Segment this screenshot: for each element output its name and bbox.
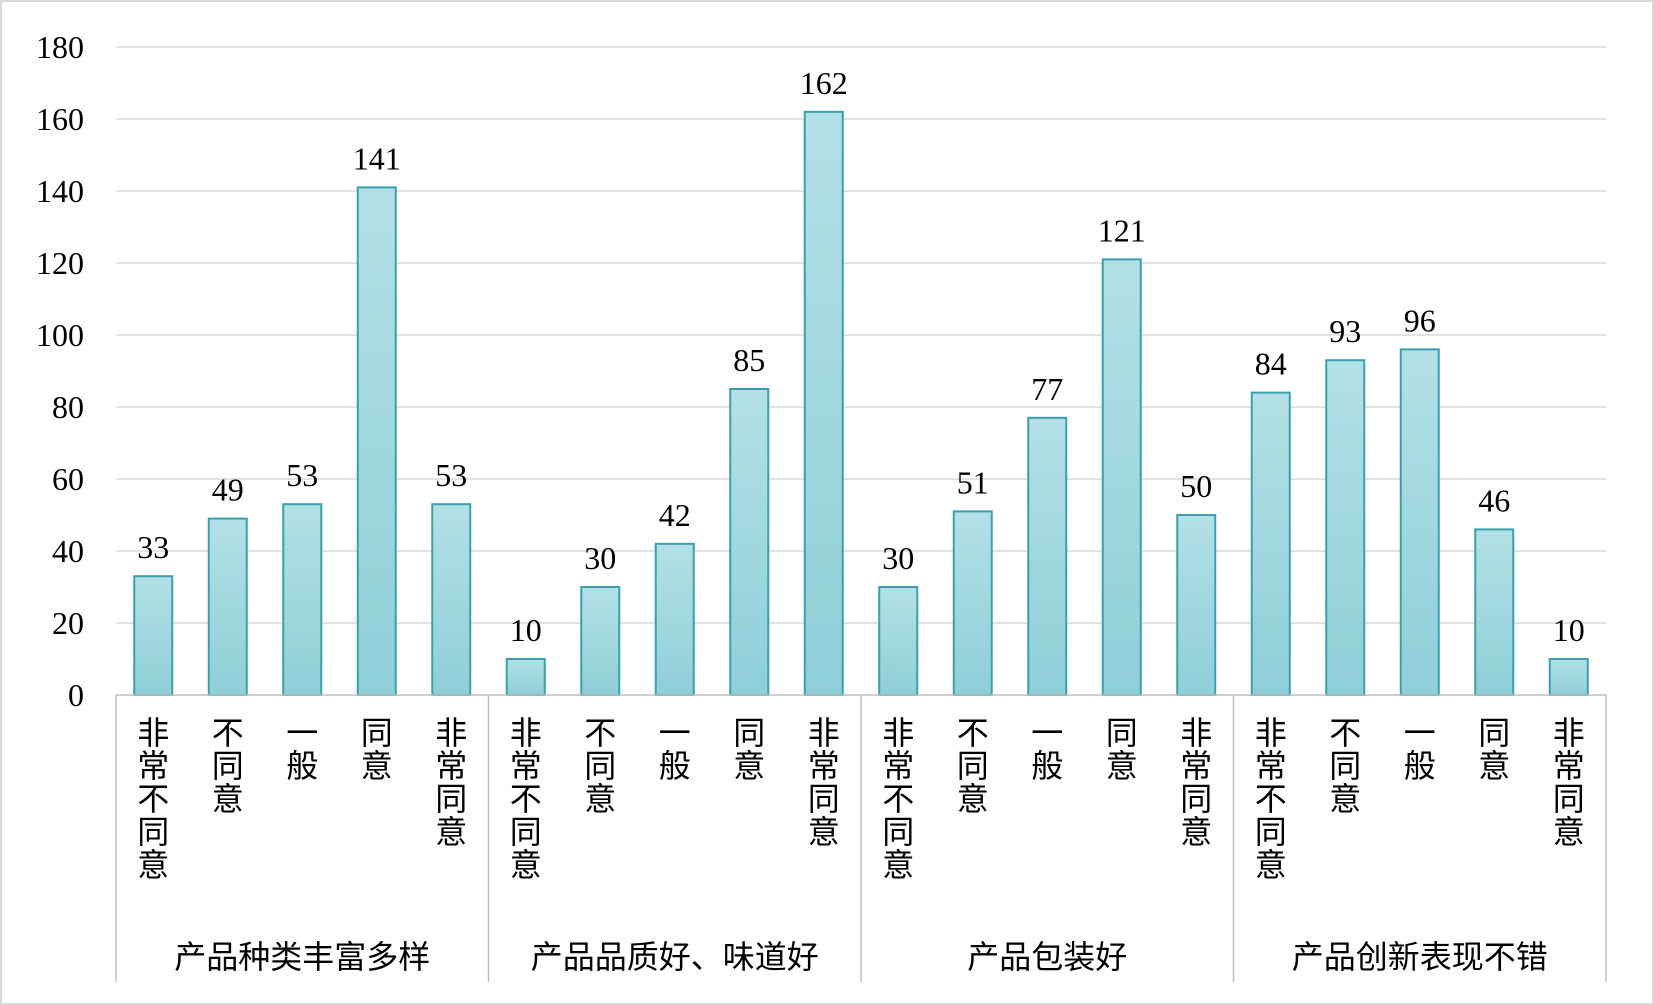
- category-label: 非常不同意: [882, 714, 914, 884]
- data-label: 85: [733, 342, 765, 378]
- category-label: 非常不同意: [1255, 714, 1287, 884]
- category-label: 非常同意: [808, 714, 840, 851]
- group-label: 产品品质好、味道好: [531, 938, 819, 976]
- group-labels: 产品种类丰富多样 产品品质好、味道好 产品包装好 产品创新表现不错: [174, 938, 1548, 976]
- data-label: 50: [1180, 468, 1212, 504]
- y-tick-label: 120: [36, 245, 84, 281]
- category-label: 非常同意: [1180, 714, 1212, 851]
- category-label: 一般: [1404, 714, 1436, 785]
- bar: [1027, 416, 1068, 696]
- bar: [952, 510, 993, 696]
- category-label: 不同意: [1329, 714, 1361, 818]
- category-label: 非常不同意: [510, 714, 542, 884]
- category-label: 同意: [1106, 714, 1138, 785]
- data-labels: 33 49 53 141 53 10 30 42 85 162 30 51 77 121 50 84 93 96 4…: [137, 65, 1585, 648]
- data-label: 53: [286, 457, 318, 493]
- category-label: 不同意: [212, 714, 244, 818]
- category-label: 非常同意: [435, 714, 467, 851]
- bar: [431, 503, 472, 697]
- category-labels: 非常不同意不同意一般同意非常同意非常不同意不同意一般同意非常同意非常不同意不同意…: [137, 714, 1585, 884]
- group-label: 产品创新表现不错: [1292, 938, 1548, 976]
- data-label: 96: [1404, 302, 1436, 338]
- bars: [133, 110, 1589, 697]
- x-axis: [115, 694, 1607, 982]
- category-label: 不同意: [957, 714, 989, 818]
- y-tick-label: 80: [52, 389, 84, 425]
- bar: [282, 503, 323, 697]
- bar: [654, 542, 695, 696]
- data-label: 49: [212, 472, 244, 508]
- category-label: 一般: [286, 714, 318, 785]
- bar: [356, 186, 397, 696]
- bar: [878, 586, 919, 696]
- bar: [1325, 359, 1366, 696]
- category-label: 不同意: [584, 714, 616, 818]
- y-tick-label: 180: [36, 29, 84, 65]
- bar: [133, 575, 174, 697]
- data-label: 121: [1098, 212, 1146, 248]
- category-label: 同意: [361, 714, 393, 785]
- data-label: 30: [584, 540, 616, 576]
- y-tick-label: 160: [36, 101, 84, 137]
- data-label: 46: [1478, 482, 1510, 518]
- category-label: 同意: [1478, 714, 1510, 785]
- data-label: 42: [659, 497, 691, 533]
- y-tick-label: 60: [52, 461, 84, 497]
- y-tick-label: 20: [52, 605, 84, 641]
- group-label: 产品种类丰富多样: [174, 938, 430, 976]
- bar: [207, 517, 248, 696]
- data-label: 53: [435, 457, 467, 493]
- bar: [1548, 658, 1589, 696]
- y-tick-label: 40: [52, 533, 84, 569]
- data-label: 30: [882, 540, 914, 576]
- y-tick-label: 100: [36, 317, 84, 353]
- y-axis-ticks: 0 20 40 60 80 100 120 140 160 180: [36, 29, 84, 713]
- category-label: 同意: [733, 714, 765, 785]
- category-label: 非常不同意: [137, 714, 169, 884]
- bar: [580, 586, 621, 696]
- y-tick-label: 140: [36, 173, 84, 209]
- data-label: 162: [800, 65, 848, 101]
- data-label: 33: [137, 529, 169, 565]
- bar: [1399, 348, 1440, 696]
- y-tick-label: 0: [68, 677, 84, 713]
- group-label: 产品包装好: [967, 938, 1127, 976]
- bar: [505, 658, 546, 696]
- data-label: 141: [353, 140, 401, 176]
- data-label: 51: [957, 464, 989, 500]
- bar: [803, 110, 844, 697]
- bar: [1474, 528, 1515, 697]
- data-label: 84: [1255, 346, 1287, 382]
- bar: [1176, 514, 1217, 696]
- bar: [1101, 258, 1142, 696]
- data-label: 10: [510, 612, 542, 648]
- data-label: 77: [1031, 371, 1063, 407]
- category-label: 非常同意: [1553, 714, 1585, 851]
- bar: [729, 388, 770, 696]
- category-label: 一般: [1031, 714, 1063, 785]
- category-label: 一般: [659, 714, 691, 785]
- data-label: 10: [1553, 612, 1585, 648]
- bar: [1250, 391, 1291, 696]
- data-label: 93: [1329, 313, 1361, 349]
